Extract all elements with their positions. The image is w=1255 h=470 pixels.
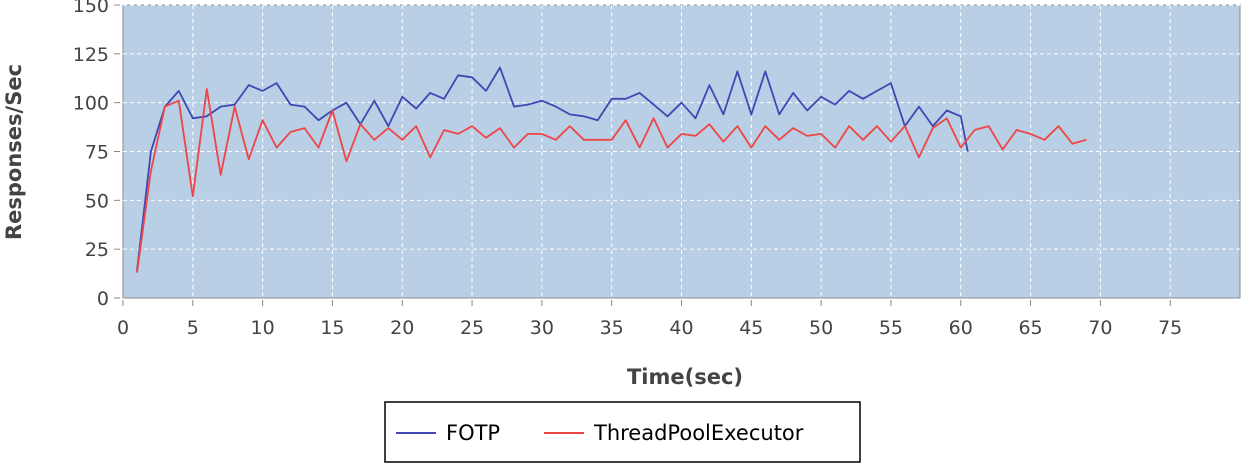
axes — [114, 4, 1171, 306]
series-line-threadpoolexecutor — [136, 88, 1087, 273]
legend: FOTP ThreadPoolExecutor — [384, 401, 861, 463]
x-tick-label: 55 — [879, 317, 903, 339]
legend-label-threadpoolexecutor: ThreadPoolExecutor — [593, 421, 804, 445]
y-tick-label: 150 — [73, 0, 109, 17]
plot-area — [122, 4, 1241, 299]
tick-labels: 0 5 10 15 20 25 30 35 40 45 50 55 60 65 70 75 0 25 50 75 100… — [73, 0, 1183, 339]
x-tick-label: 20 — [390, 317, 414, 339]
y-tick-label: 0 — [97, 288, 109, 310]
y-tick-label: 125 — [73, 44, 109, 66]
x-tick-label: 65 — [1018, 317, 1042, 339]
x-tick-label: 0 — [117, 317, 129, 339]
y-axis-title: Responses/Sec — [2, 64, 26, 240]
y-tick-label: 100 — [73, 93, 109, 115]
x-tick-label: 45 — [739, 317, 763, 339]
x-axis-title: Time(sec) — [627, 365, 743, 389]
x-tick-label: 5 — [187, 317, 199, 339]
x-tick-label: 40 — [669, 317, 693, 339]
x-tick-label: 30 — [530, 317, 554, 339]
y-tick-label: 50 — [85, 190, 109, 212]
series-lines — [136, 66, 1087, 273]
y-tick-label: 75 — [85, 142, 109, 164]
x-tick-label: 35 — [600, 317, 624, 339]
x-tick-label: 10 — [251, 317, 275, 339]
x-tick-label: 75 — [1158, 317, 1182, 339]
x-tick-label: 50 — [809, 317, 833, 339]
legend-label-fotp: FOTP — [446, 421, 500, 445]
legend-box — [384, 401, 861, 463]
x-tick-label: 25 — [460, 317, 484, 339]
series-line-fotp — [136, 66, 969, 271]
x-tick-label: 70 — [1088, 317, 1112, 339]
x-tick-label: 15 — [320, 317, 344, 339]
y-tick-label: 25 — [85, 239, 109, 261]
x-tick-label: 60 — [949, 317, 973, 339]
